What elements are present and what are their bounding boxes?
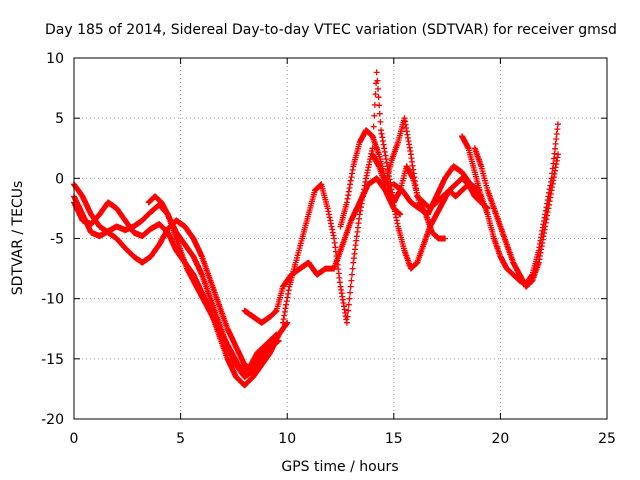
x-tick-label: 25: [598, 431, 616, 447]
plot-frame: [73, 57, 608, 420]
y-axis-label: SDTVAR / TECUs: [10, 181, 26, 296]
x-tick-label: 0: [70, 431, 79, 447]
ticks: 0 5 10 15 20 25 -20 -15 -10 -5 0 5 10: [41, 51, 616, 447]
series-layer: [71, 69, 561, 389]
series-markers: [471, 145, 561, 290]
grid: [74, 58, 607, 419]
x-tick-label: 5: [176, 431, 185, 447]
x-tick-label: 15: [385, 431, 403, 447]
y-tick-label: -10: [41, 292, 64, 308]
y-tick-label: -15: [41, 352, 64, 368]
y-tick-label: 0: [55, 171, 64, 187]
x-tick-label: 20: [491, 431, 509, 447]
y-tick-label: 5: [55, 111, 64, 127]
series-track-k: [390, 163, 483, 218]
series-track-j: [471, 145, 561, 290]
y-tick-label: -20: [41, 412, 64, 428]
series-markers: [145, 193, 280, 374]
chart-title: Day 185 of 2014, Sidereal Day-to-day VTE…: [45, 22, 617, 38]
x-tick-label: 10: [278, 431, 296, 447]
y-tick-label: 10: [46, 51, 64, 67]
series-markers: [390, 163, 483, 218]
x-axis-label: GPS time / hours: [281, 459, 398, 475]
series-track-d: [145, 193, 280, 374]
y-tick-label: -5: [50, 232, 64, 248]
